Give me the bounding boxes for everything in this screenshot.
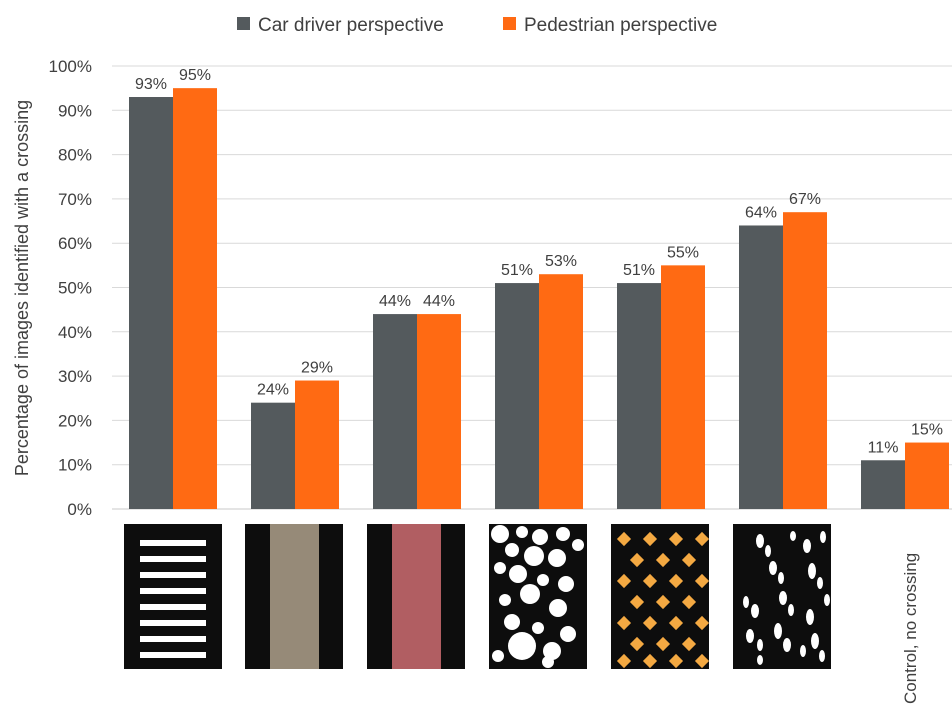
data-label: 51% <box>623 262 655 279</box>
data-label: 53% <box>545 253 577 270</box>
data-labels: 93% 24% 44% 51% 51% 64% 11% 95% 29% 44% 53% 55% 67% 1… <box>135 67 943 456</box>
y-tick-label: 50% <box>58 279 92 298</box>
data-label: 11% <box>868 439 899 456</box>
y-tick-label: 60% <box>58 234 92 253</box>
bar-pedestrian <box>539 274 583 509</box>
data-label: 44% <box>423 293 455 310</box>
bar-car-driver <box>861 460 905 509</box>
bar-pedestrian <box>905 442 949 509</box>
legend-label-car-driver: Car driver perspective <box>258 15 444 36</box>
bar-pedestrian <box>417 314 461 509</box>
bar-pedestrian <box>173 88 217 510</box>
y-tick-label: 30% <box>58 367 92 386</box>
data-label: 44% <box>379 293 411 310</box>
bar-pedestrian <box>295 380 339 509</box>
legend-label-pedestrian: Pedestrian perspective <box>524 15 717 36</box>
legend-swatch-pedestrian <box>503 17 516 30</box>
data-label: 29% <box>301 360 333 377</box>
data-label: 55% <box>667 244 699 261</box>
zebra-stripes-icon <box>124 524 222 669</box>
bar-car-driver <box>617 283 661 509</box>
bars <box>129 88 949 510</box>
red-band-icon <box>367 524 465 669</box>
data-label: 93% <box>135 76 167 93</box>
footprints-icon <box>733 524 831 669</box>
bar-car-driver <box>739 225 783 510</box>
y-tick-label: 70% <box>58 190 92 209</box>
y-tick-label: 10% <box>58 456 92 475</box>
bar-car-driver <box>373 314 417 509</box>
bar-pedestrian <box>661 265 705 509</box>
data-label: 95% <box>179 67 211 84</box>
bar-pedestrian <box>783 212 827 509</box>
legend: Car driver perspective Pedestrian perspe… <box>237 15 717 36</box>
y-axis-ticks: 0% 10% 20% 30% 40% 50% 60% 70% 80% 90% 100% <box>49 57 92 519</box>
white-circles-icon <box>489 524 587 669</box>
y-tick-label: 80% <box>58 146 92 165</box>
y-tick-label: 0% <box>67 500 92 519</box>
y-tick-label: 40% <box>58 323 92 342</box>
category-label-control: Control, no crossing <box>901 553 920 704</box>
data-label: 67% <box>789 191 821 208</box>
y-tick-label: 20% <box>58 411 92 430</box>
data-label: 51% <box>501 262 533 279</box>
data-label: 24% <box>257 382 289 399</box>
bar-car-driver <box>495 283 539 509</box>
orange-diamonds-icon <box>611 524 710 669</box>
category-icons <box>124 524 831 669</box>
data-label: 15% <box>911 422 943 439</box>
y-tick-label: 100% <box>49 57 92 76</box>
y-tick-label: 90% <box>58 101 92 120</box>
legend-swatch-car-driver <box>237 17 250 30</box>
beige-band-icon <box>245 524 343 669</box>
data-label: 64% <box>745 204 777 221</box>
bar-car-driver <box>251 402 295 509</box>
y-axis-title: Percentage of images identified with a c… <box>12 100 32 476</box>
bar-car-driver <box>129 97 173 509</box>
